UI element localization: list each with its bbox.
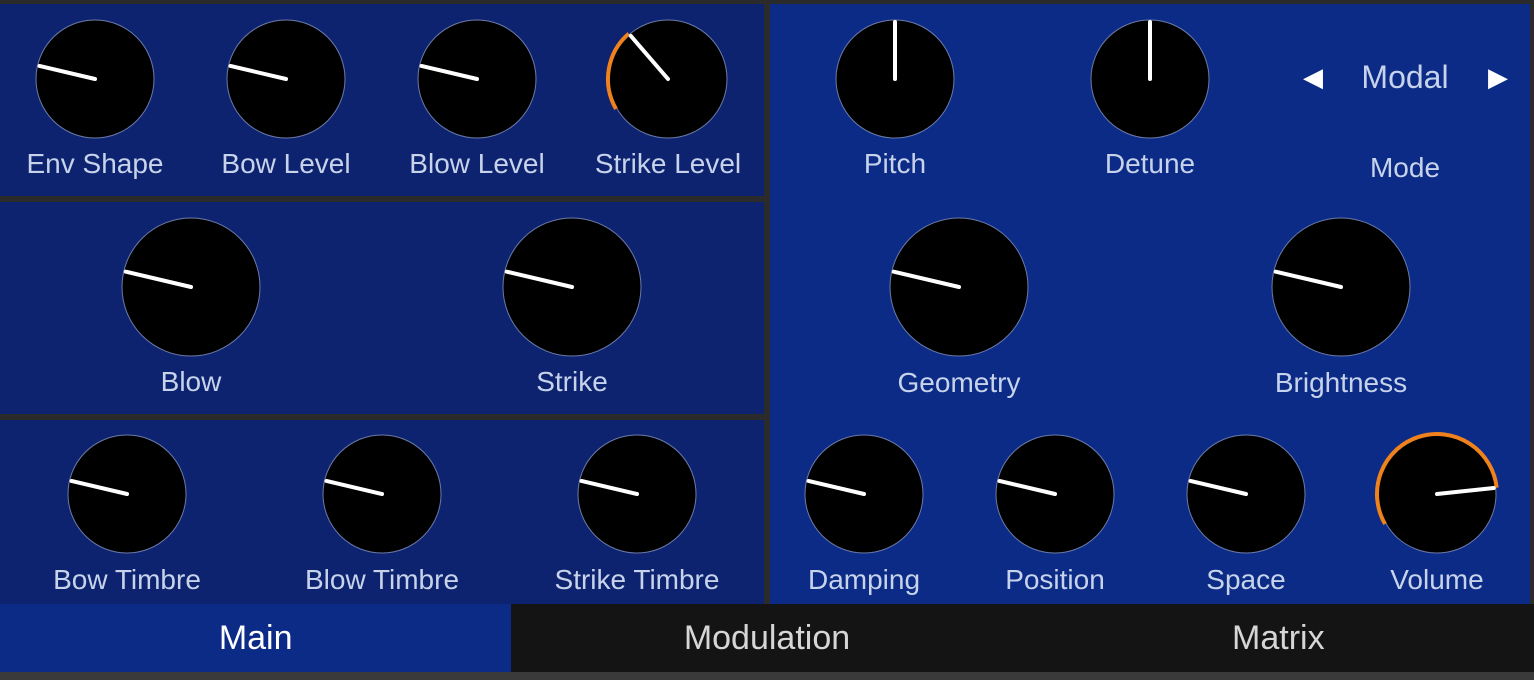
knob-pointer (579, 478, 639, 496)
tab-matrix[interactable]: Matrix (1232, 618, 1325, 657)
knob-pitch[interactable] (828, 12, 962, 146)
knob-geometry[interactable] (882, 210, 1036, 364)
knob-label: Blow (160, 366, 222, 397)
knob-label: Position (1005, 564, 1105, 595)
tab-main[interactable]: Main (0, 604, 512, 672)
knob-dial (1271, 217, 1411, 357)
bottom-strip (0, 672, 1534, 680)
knob-dial (804, 434, 924, 554)
knob-pointer (806, 478, 866, 496)
knob-pointer (1273, 269, 1343, 289)
knob-label: Bow Level (221, 148, 351, 179)
knob-pointer (1435, 486, 1496, 496)
knob-detune[interactable] (1083, 12, 1217, 146)
knob-dial (995, 434, 1115, 554)
knob-brightness[interactable] (1264, 210, 1418, 364)
knob-space[interactable] (1179, 427, 1313, 561)
mode-label: Mode (1369, 152, 1441, 183)
knob-pointer (228, 63, 288, 81)
knob-bow-level[interactable] (219, 12, 353, 146)
tab-bar: Main Modulation Matrix (0, 604, 1534, 672)
knob-strike[interactable] (495, 210, 649, 364)
mode-next-button[interactable]: ▶ (1480, 62, 1516, 93)
knob-label: Strike Timbre (554, 564, 720, 595)
knob-dial (1186, 434, 1306, 554)
knob-pointer (419, 63, 479, 81)
knob-label: Strike (536, 366, 608, 397)
knob-pointer (37, 63, 97, 81)
knob-label: Volume (1390, 564, 1484, 595)
knob-dial (889, 217, 1029, 357)
knob-dial (502, 217, 642, 357)
knob-dial (577, 434, 697, 554)
knob-label: Strike Level (594, 148, 742, 179)
knob-pointer (628, 33, 670, 81)
knob-env-shape[interactable] (28, 12, 162, 146)
knob-dial (67, 434, 187, 554)
triangle-right-icon: ▶ (1488, 62, 1508, 92)
knob-bow-timbre[interactable] (60, 427, 194, 561)
knob-blow[interactable] (114, 210, 268, 364)
knob-position[interactable] (988, 427, 1122, 561)
knob-label: Geometry (897, 367, 1021, 398)
tab-modulation[interactable]: Modulation (683, 618, 851, 657)
knob-dial (1090, 19, 1210, 139)
knob-value-ring (606, 32, 631, 110)
knob-pointer (504, 269, 574, 289)
knob-pointer (997, 478, 1057, 496)
mode-prev-button[interactable]: ◀ (1295, 62, 1331, 93)
knob-value-ring (1375, 432, 1499, 525)
knob-dial (226, 19, 346, 139)
knob-pointer (324, 478, 384, 496)
knob-strike-level[interactable] (601, 12, 735, 146)
knob-label: Env Shape (26, 148, 164, 179)
mode-value[interactable]: Modal (1361, 59, 1449, 95)
knob-damping[interactable] (797, 427, 931, 561)
knob-dial (35, 19, 155, 139)
knob-dial (835, 19, 955, 139)
knob-label: Bow Timbre (53, 564, 201, 595)
knob-label: Blow Timbre (304, 564, 460, 595)
knob-pointer (1188, 478, 1248, 496)
knob-volume[interactable] (1370, 427, 1504, 561)
knob-blow-level[interactable] (410, 12, 544, 146)
knob-label: Detune (1104, 148, 1196, 179)
knob-blow-timbre[interactable] (315, 427, 449, 561)
triangle-left-icon: ◀ (1303, 62, 1323, 92)
knob-label: Blow Level (409, 148, 545, 179)
knob-pointer (123, 269, 193, 289)
knob-dial (606, 19, 728, 139)
knob-dial (1375, 432, 1499, 554)
knob-pointer (69, 478, 129, 496)
knob-dial (417, 19, 537, 139)
knob-dial (322, 434, 442, 554)
knob-dial (121, 217, 261, 357)
knob-strike-timbre[interactable] (570, 427, 704, 561)
knob-label: Brightness (1274, 367, 1408, 398)
knob-label: Space (1206, 564, 1286, 595)
knob-pointer (891, 269, 961, 289)
knob-label: Pitch (863, 148, 927, 179)
knob-label: Damping (807, 564, 921, 595)
